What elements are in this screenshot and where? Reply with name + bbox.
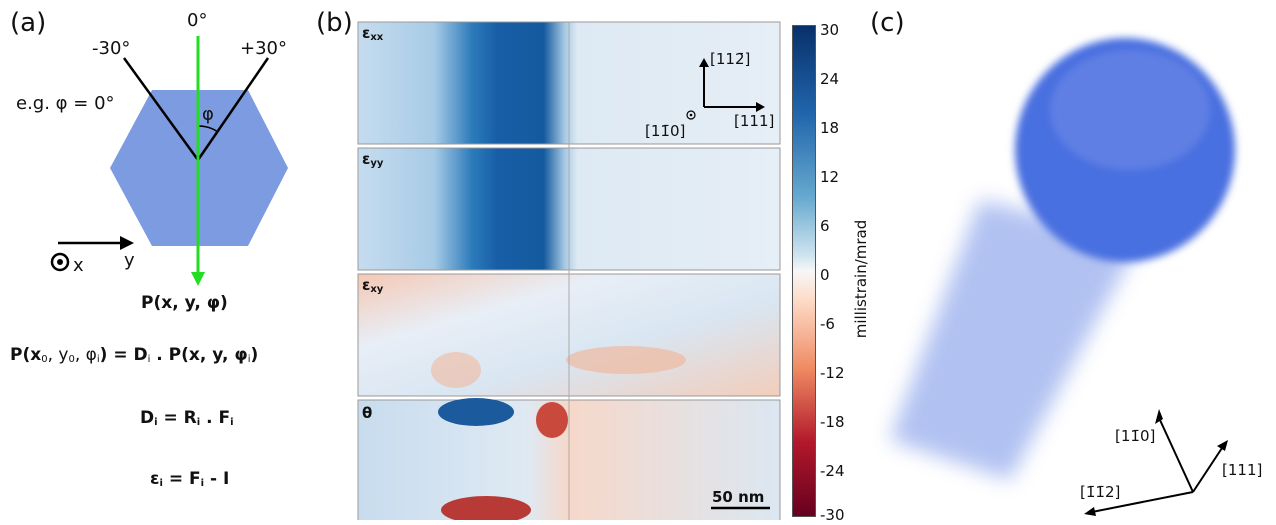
cb-tick-30: 30 <box>820 21 840 39</box>
axis-c-111 <box>1192 447 1223 493</box>
line-minus-30 <box>122 57 200 161</box>
scalebar-label: 50 nm <box>712 488 765 506</box>
cb-tick-minus-30: -30 <box>820 506 845 524</box>
dir-out-icon <box>686 110 696 120</box>
y-axis-arrowhead <box>120 236 134 250</box>
map-theta-red-blob-bottom <box>441 496 531 520</box>
dir-arrowhead-right <box>756 102 765 112</box>
angle-plus-30: +30° <box>240 38 287 59</box>
cb-tick-6: 6 <box>820 217 830 235</box>
angle-0: 0° <box>187 10 208 31</box>
cb-tick-24: 24 <box>820 70 840 88</box>
dir-out-dot <box>689 113 693 117</box>
cb-tick-0: 0 <box>820 266 830 284</box>
x-axis-out-icon <box>50 252 70 272</box>
map-label-eps-xx: εxx <box>362 24 384 43</box>
colorbar-title: millistrain/mrad <box>852 219 870 339</box>
beam-arrowhead <box>191 272 205 286</box>
axis-c-111-head <box>1217 440 1228 451</box>
axis-c-1-10 <box>1159 419 1194 493</box>
dir-label-out: [11̄0] <box>645 122 686 140</box>
panel-label-b: (b) <box>316 8 353 38</box>
example-phi-label: e.g. φ = 0° <box>16 93 115 114</box>
nanowire-head-highlight <box>1050 50 1210 170</box>
dir-label-up: [112̄] <box>710 50 751 68</box>
axis-c-1-10-head <box>1155 409 1163 424</box>
equation-transform: P(x0, y0, φi) = Di . P(x, y, φi) <box>10 345 259 365</box>
panel-a-schematic <box>50 36 288 286</box>
axis-x-label: x <box>73 255 84 276</box>
panel-label-c: (c) <box>870 8 905 38</box>
map-label-eps-xy: εxy <box>362 276 384 295</box>
dir-c-label-112: [1̄1̄2] <box>1080 483 1121 501</box>
dir-c-label-111: [111] <box>1222 461 1263 479</box>
map-label-theta: θ <box>362 404 373 422</box>
phi-label: φ <box>202 104 214 125</box>
panel-c-volume <box>890 38 1235 516</box>
dir-arrowhead-up <box>699 58 709 67</box>
cb-tick-minus-12: -12 <box>820 364 845 382</box>
axis-c-112-head <box>1084 507 1096 516</box>
axis-c-112 <box>1091 491 1194 513</box>
dir-label-right: [111] <box>734 112 775 130</box>
colorbar <box>792 25 816 517</box>
map-theta-blue-blob <box>438 398 514 426</box>
axis-y-label: y <box>124 250 135 271</box>
map-eps-xy-red-blob <box>566 346 686 374</box>
cb-tick-minus-18: -18 <box>820 413 845 431</box>
panel-label-a: (a) <box>10 8 47 38</box>
nanowire-stem <box>890 200 1140 480</box>
angle-minus-30: -30° <box>92 38 131 59</box>
cb-tick-minus-24: -24 <box>820 462 845 480</box>
map-theta-red-blob-top <box>536 402 568 438</box>
equation-projection: P(x, y, φ) <box>141 293 228 313</box>
cb-tick-minus-6: -6 <box>820 315 835 333</box>
strain-maps <box>357 21 781 520</box>
dir-c-label-1-10: [11̄0] <box>1115 427 1156 445</box>
cb-tick-18: 18 <box>820 119 840 137</box>
equation-strain: εi = Fi - I <box>150 469 230 489</box>
equation-deformation: Di = Ri . Fi <box>140 408 234 428</box>
map-eps-xy-blob-2 <box>431 352 481 388</box>
x-axis-out-dot <box>57 259 63 265</box>
cb-tick-12: 12 <box>820 168 840 186</box>
map-label-eps-yy: εyy <box>362 150 384 169</box>
line-plus-30 <box>196 57 270 161</box>
